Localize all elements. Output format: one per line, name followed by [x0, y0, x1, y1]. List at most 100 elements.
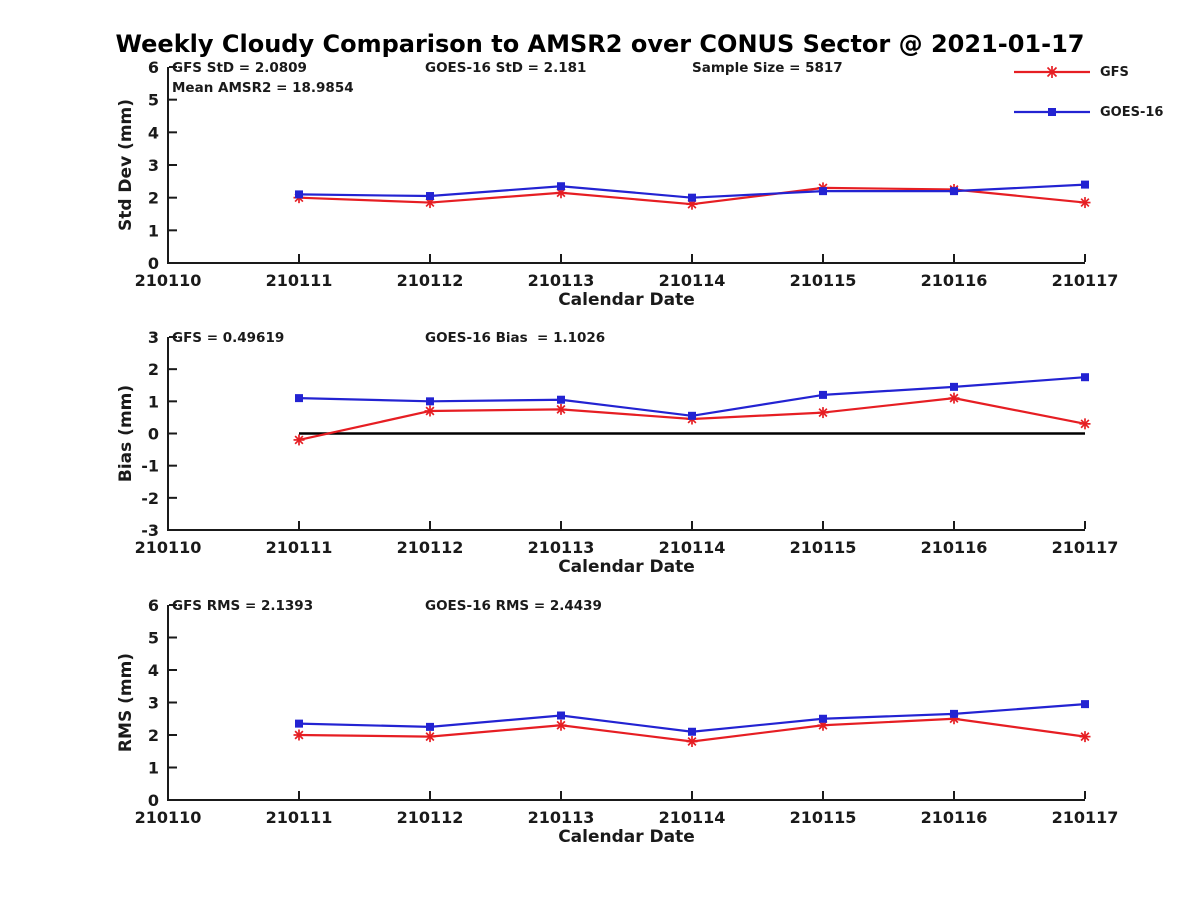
asterisk-marker — [1079, 731, 1091, 743]
marker-stroke — [425, 732, 435, 742]
asterisk-marker — [817, 407, 829, 419]
goes16-series — [295, 373, 1089, 420]
bias-axes — [167, 336, 1086, 531]
legend-item-gfs: GFS — [1012, 63, 1163, 81]
legend-label-gfs: GFS — [1100, 64, 1129, 80]
rms-labels: 0 1 2 3 4 5 6 210110 210111 210112 210113 210114 210… — [116, 596, 1118, 847]
x-tick-label: 210114 — [659, 808, 726, 827]
marker-stroke — [294, 730, 304, 740]
y-tick-label: 0 — [148, 254, 159, 273]
gfs-line-asterisk-icon — [1014, 66, 1090, 78]
goes16-line-square-icon — [1014, 108, 1090, 116]
legend-label-goes16: GOES-16 — [1100, 104, 1164, 120]
square-marker — [557, 395, 565, 404]
marker-stroke — [818, 408, 828, 418]
x-tick-label: 210117 — [1052, 808, 1119, 827]
square-marker — [688, 411, 696, 420]
marker-stroke — [949, 393, 959, 403]
x-tick-label: 210114 — [659, 538, 726, 557]
marker-stroke — [1080, 732, 1090, 742]
bias-labels: -3 -2 -1 0 1 2 3 210110 210111 210112 210113 210114… — [116, 328, 1118, 577]
rms-axes — [167, 604, 1086, 801]
stat-annotation: Mean AMSR2 = 18.9854 — [172, 80, 354, 96]
legend-item-goes16: GOES-16 — [1012, 103, 1163, 121]
stat-annotation: GFS = 0.49619 — [172, 330, 284, 346]
x-tick-label: 210114 — [659, 271, 726, 290]
rms-plot: 0 1 2 3 4 5 6 210110 210111 210112 210113 210114 210… — [116, 596, 1118, 847]
x-axis-title: Calendar Date — [558, 827, 695, 847]
stddev-labels: 0 1 2 3 4 5 6 210110 210111 210112 210113 210114 210… — [116, 58, 1118, 310]
marker-stroke — [294, 435, 304, 445]
marker-stroke — [425, 406, 435, 416]
square-marker — [426, 722, 434, 731]
asterisk-marker — [1079, 418, 1091, 430]
goes16-series — [295, 180, 1089, 202]
square-marker — [950, 382, 958, 391]
y-tick-label: -3 — [141, 521, 159, 540]
square-marker — [1081, 700, 1089, 709]
marker-stroke — [687, 737, 697, 746]
stddev-axes — [167, 66, 1086, 264]
y-tick-label: 3 — [148, 694, 159, 713]
x-tick-label: 210116 — [921, 808, 988, 827]
x-tick-label: 210112 — [397, 538, 464, 557]
stat-annotation: GFS StD = 2.0809 — [172, 60, 307, 76]
square-marker — [295, 719, 303, 728]
stat-annotation: GOES-16 StD = 2.181 — [425, 60, 586, 76]
square-marker — [295, 394, 303, 403]
y-tick-label: 6 — [148, 58, 159, 77]
asterisk-marker — [293, 729, 305, 741]
asterisk-marker — [948, 392, 960, 404]
x-tick-label: 210110 — [135, 538, 202, 557]
square-marker — [688, 193, 696, 202]
square-marker — [819, 714, 827, 723]
y-tick-label: 2 — [148, 726, 159, 745]
square-marker — [295, 190, 303, 199]
bias-plot: -3 -2 -1 0 1 2 3 210110 210111 210112 210113 210114… — [116, 328, 1118, 577]
asterisk-marker — [686, 736, 698, 747]
asterisk-marker — [555, 403, 567, 415]
x-axis-title: Calendar Date — [558, 290, 695, 310]
stddev-plot: 0 1 2 3 4 5 6 210110 210111 210112 210113 210114 210… — [116, 58, 1118, 310]
figure-title: Weekly Cloudy Comparison to AMSR2 over C… — [115, 30, 1085, 58]
square-marker — [950, 709, 958, 718]
y-tick-label: 3 — [148, 156, 159, 175]
y-axis-title: RMS (mm) — [116, 653, 136, 752]
y-tick-label: 3 — [148, 328, 159, 347]
x-tick-label: 210112 — [397, 808, 464, 827]
square-marker — [557, 182, 565, 191]
y-tick-label: -1 — [141, 457, 159, 476]
x-tick-label: 210117 — [1052, 538, 1119, 557]
square-marker — [819, 390, 827, 399]
y-tick-label: 1 — [148, 759, 159, 778]
y-tick-label: 1 — [148, 392, 159, 411]
y-tick-label: 0 — [148, 791, 159, 810]
goes16-line — [298, 703, 1086, 733]
marker-stroke — [556, 404, 566, 414]
x-tick-label: 210111 — [266, 271, 333, 290]
y-tick-label: 2 — [148, 189, 159, 208]
x-tick-label: 210115 — [790, 538, 857, 557]
y-tick-label: 6 — [148, 596, 159, 615]
asterisk-marker — [293, 434, 305, 446]
y-tick-label: 2 — [148, 360, 159, 379]
square-marker — [426, 397, 434, 406]
stat-annotation: Sample Size = 5817 — [692, 60, 843, 76]
y-tick-label: -2 — [141, 489, 159, 508]
x-tick-label: 210116 — [921, 538, 988, 557]
y-tick-label: 4 — [148, 123, 159, 142]
y-tick-label: 0 — [148, 425, 159, 444]
square-marker — [1081, 373, 1089, 382]
marker-stroke — [1080, 419, 1090, 429]
y-axis-title: Std Dev (mm) — [116, 99, 136, 231]
square-marker — [557, 711, 565, 720]
goes16-line — [298, 376, 1086, 417]
y-tick-label: 1 — [148, 221, 159, 240]
x-tick-label: 210113 — [528, 271, 595, 290]
square-marker — [688, 727, 696, 736]
x-tick-label: 210110 — [135, 271, 202, 290]
x-tick-label: 210112 — [397, 271, 464, 290]
stat-annotation: GOES-16 RMS = 2.4439 — [425, 598, 602, 614]
